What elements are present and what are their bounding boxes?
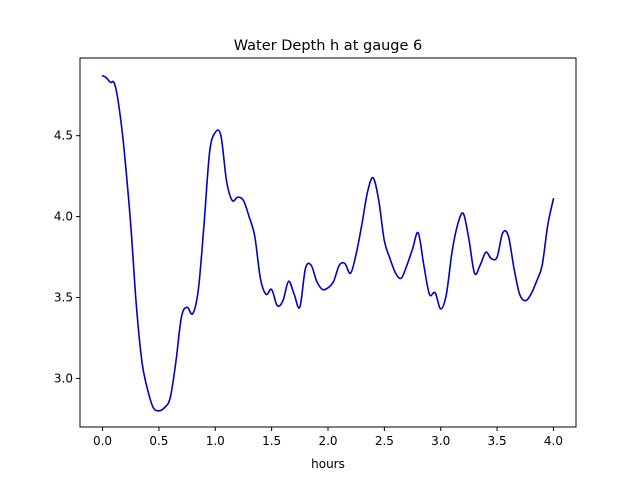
x-tick-label: 1.5 bbox=[262, 434, 281, 448]
x-tick-label: 2.5 bbox=[375, 434, 394, 448]
y-tick-label: 3.5 bbox=[54, 291, 73, 305]
y-tick-label: 3.0 bbox=[54, 371, 73, 385]
x-tick-label: 0.5 bbox=[149, 434, 168, 448]
x-tick-label: 3.0 bbox=[431, 434, 450, 448]
y-axis: 3.0 3.5 4.0 4.5 bbox=[54, 129, 80, 385]
plot-area-frame bbox=[79, 57, 577, 428]
x-tick-label: 3.5 bbox=[488, 434, 507, 448]
chart-title: Water Depth h at gauge 6 bbox=[234, 38, 422, 54]
x-axis-label: hours bbox=[311, 457, 345, 471]
x-tick-label: 4.0 bbox=[544, 434, 563, 448]
x-axis: 0.0 0.5 1.0 1.5 2.0 2.5 3.0 3.5 4.0 bbox=[93, 427, 563, 448]
x-tick-label: 0.0 bbox=[93, 434, 112, 448]
series-line bbox=[101, 75, 555, 412]
y-tick-label: 4.0 bbox=[54, 210, 73, 224]
x-tick-label: 1.0 bbox=[206, 434, 225, 448]
y-tick-label: 4.5 bbox=[54, 129, 73, 143]
x-tick-label: 2.0 bbox=[318, 434, 337, 448]
